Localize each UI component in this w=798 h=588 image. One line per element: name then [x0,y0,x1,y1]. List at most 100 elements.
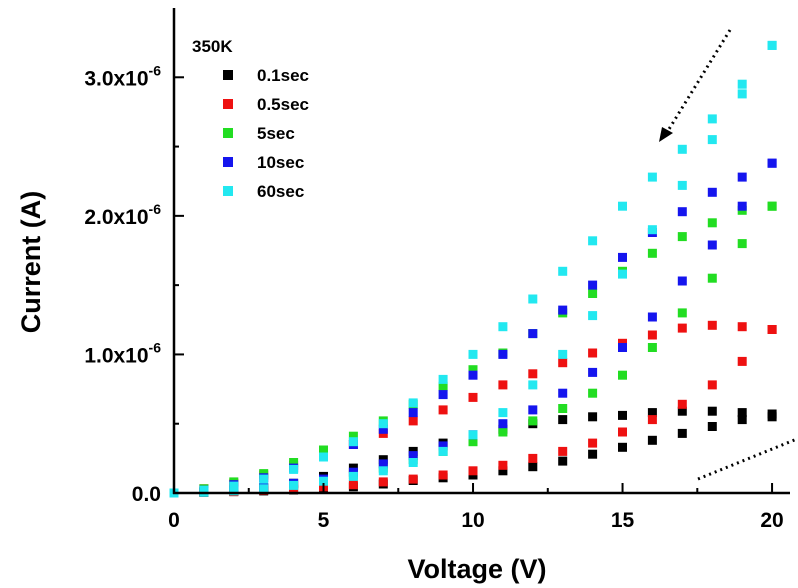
data-point [289,480,299,490]
data-point [618,201,627,211]
x-tick-label: 0 [168,509,180,532]
data-point [647,435,657,445]
legend-label: 0.1sec [257,66,309,85]
data-point [229,481,239,491]
data-point [558,446,568,456]
data-point [677,207,687,217]
legend-swatch [223,99,233,109]
data-point [588,236,598,246]
x-tick-label: 15 [611,509,635,532]
data-point [438,381,448,391]
data-point [588,311,598,321]
data-point [348,471,358,481]
y-tick-label: 3.0x10-6 [84,62,161,90]
data-point [289,464,299,474]
data-point [558,266,568,276]
data-point [259,484,269,494]
tick-labels: 0 5 10 15 20 0.0 1.0x10-6 2.0x10-6 3.0x10-6 [84,62,783,532]
y-axis-title: Current (A) [16,191,46,334]
data-point [378,419,388,429]
data-point [647,312,657,322]
data-point [528,416,538,426]
data-point [468,437,478,447]
data-point [468,466,478,476]
data-point [438,374,448,384]
data-point [348,480,358,490]
data-point [588,280,598,290]
legend: 350K 0.1sec 0.5sec 5sec 10sec 60sec [192,37,309,201]
y-tick-label: 2.0x10-6 [84,201,161,229]
data-point [259,474,269,484]
data-point [378,466,388,476]
data-point [707,240,717,250]
data-point [528,329,538,339]
data-point [707,135,717,145]
data-point [677,399,687,409]
data-point [498,349,508,359]
data-point [707,380,717,390]
data-point [588,388,598,398]
data-point [588,348,598,358]
data-point [647,225,657,235]
data-point [378,424,388,434]
arrowhead-icon [659,127,673,142]
data-point [677,276,687,286]
data-point [558,404,568,413]
dotted-line-lower [697,437,798,481]
data-point [588,449,598,459]
data-point [618,410,627,420]
data-point [767,158,777,168]
data-point [528,380,538,390]
data-point [677,232,687,242]
data-point [618,252,627,262]
data-point [319,476,328,486]
data-point [647,408,657,418]
data-point [408,474,418,484]
annotation-arrows [659,29,798,481]
data-point [408,451,418,461]
data-point [528,462,538,472]
data-point [588,289,598,298]
data-point [707,187,717,197]
data-point [468,365,478,375]
legend-label: 10sec [257,153,304,172]
data-point [558,305,568,315]
data-point [588,438,598,448]
data-point [677,180,687,190]
data-point [438,470,448,480]
data-point [677,144,687,154]
data-point [707,422,717,431]
data-point [498,466,508,476]
data-point [767,325,777,334]
data-point [468,392,478,402]
data-point [647,248,657,258]
x-axis-title: Voltage (V) [407,554,546,584]
legend-swatch [223,70,233,80]
data-point [737,408,747,418]
data-point [737,172,747,182]
y-tick-label: 1.0x10-6 [84,339,161,367]
legend-label: 60sec [257,182,304,201]
data-point [618,343,627,352]
data-point [528,294,538,304]
legend-title: 350K [192,37,233,56]
data-point [498,419,508,429]
legend-swatch [223,186,233,196]
data-point [707,218,717,228]
data-point [737,79,747,89]
data-point [408,398,418,408]
legend-swatch [223,128,233,138]
data-point [618,370,627,380]
data-point [737,239,747,249]
data-point [498,427,508,437]
data-point [677,308,687,318]
data-point [737,89,747,99]
legend-label: 0.5sec [257,95,309,114]
data-point [707,273,717,283]
x-tick-label: 10 [461,509,484,532]
data-point [558,349,568,359]
data-point [737,201,747,211]
data-point [558,388,568,398]
data-point [677,323,687,333]
